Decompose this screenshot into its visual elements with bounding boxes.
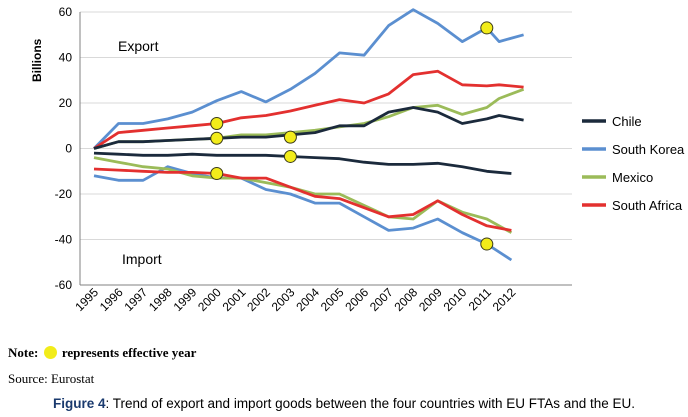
x-tick-label: 2000 [195,285,224,314]
legend-label: Chile [612,114,642,129]
series-line-south-africa-import [93,167,512,232]
legend-label: Mexico [612,170,653,185]
effective-year-marker [480,237,494,251]
y-tick-label: -40 [55,233,73,247]
note-label: Note: [8,345,39,360]
y-tick-label: -60 [55,278,73,292]
x-tick-label: 2009 [416,285,445,314]
x-tick-label: 1999 [171,285,200,314]
x-tick-label: 2011 [466,285,494,313]
y-tick-label: 0 [65,142,72,156]
y-axis-title: Billions [30,38,44,82]
effective-year-marker [480,21,494,35]
y-tick-label: -20 [55,187,73,201]
y-tick-label: 40 [59,51,73,65]
note: Note: represents effective year [8,345,196,361]
legend-label: South Africa [612,198,683,213]
trade-line-chart: -60 -40 -20 0 20 40 60 Billions 1995199619971998… [30,5,685,314]
x-tick-label: 2006 [342,285,371,314]
x-tick-label: 1996 [97,285,126,314]
series-line-mexico-import [93,156,513,234]
y-tick-label: 60 [59,5,73,19]
caption-text: : Trend of export and import goods betwe… [105,396,636,411]
x-tick-label: 2002 [244,285,273,314]
effective-year-marker [283,149,297,163]
effective-year-marker [283,130,297,144]
x-tick-label: 2005 [318,285,347,314]
series-line-chile-export [93,106,524,150]
y-tick-label: 20 [59,96,73,110]
x-tick-label: 1997 [121,285,150,314]
x-tick-label: 1998 [146,285,175,314]
x-tick-label: 2003 [269,285,298,314]
x-tick-label: 2012 [490,285,519,314]
import-annotation: Import [122,251,162,267]
caption-label: Figure 4 [52,396,106,411]
series-line-chile-import [93,151,512,175]
figure-caption: Figure 4: Trend of export and import goo… [0,396,688,411]
effective-year-marker [210,167,224,181]
x-tick-label: 2001 [220,285,249,314]
series-line-south-korea-import [93,165,513,262]
effective-year-marker [210,116,224,130]
export-annotation: Export [118,38,159,54]
x-tick-label: 2004 [293,285,322,314]
series-line-south-africa-export [93,69,524,150]
effective-year-marker [210,131,224,145]
series-line-south-korea-export [93,8,524,150]
x-tick-label: 2008 [391,285,420,314]
source-text: Source: Eurostat [8,371,95,386]
effective-year-marker-icon [43,346,57,359]
x-tick-label: 2010 [441,285,470,314]
legend-label: South Korea [612,142,685,157]
note-text: represents effective year [61,345,197,360]
x-tick-label: 1995 [72,285,101,314]
x-tick-label: 2007 [367,285,396,314]
